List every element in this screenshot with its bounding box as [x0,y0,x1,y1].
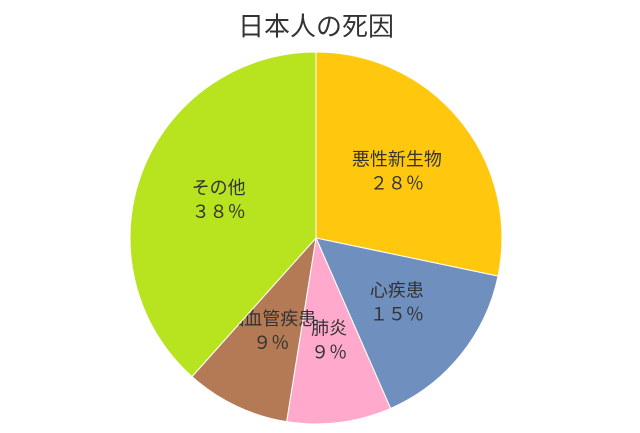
slice-label: その他 [192,178,246,199]
slice-label: 肺炎 [311,318,347,339]
slice-value-label: １５％ [370,305,424,326]
pie-slice [191,236,317,423]
pie-slice [286,236,392,425]
slice-label: 悪性新生物 [352,149,442,170]
slice-label: 心疾患 [370,281,424,302]
slice-value-label: ３８％ [192,202,246,223]
slice-value-label: ２８％ [370,173,424,194]
pie-slice [315,237,499,410]
slice-label: 脳血管疾患 [226,309,316,330]
slice-value-label: ９％ [311,342,347,363]
slice-value-label: ９％ [253,333,289,354]
pie-slice [315,51,503,277]
pie-slice [129,51,317,378]
chart-title: 日本人の死因 [238,13,394,43]
